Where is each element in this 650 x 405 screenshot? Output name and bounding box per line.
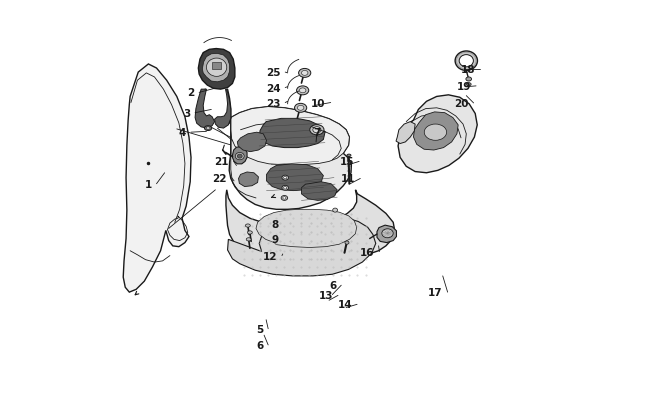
Ellipse shape: [296, 87, 309, 96]
Ellipse shape: [466, 78, 471, 82]
Text: 5: 5: [256, 324, 263, 334]
Polygon shape: [227, 217, 376, 276]
Polygon shape: [231, 107, 349, 165]
Ellipse shape: [283, 177, 287, 179]
Polygon shape: [266, 164, 324, 191]
Text: 7: 7: [313, 128, 321, 138]
Ellipse shape: [466, 83, 471, 87]
Polygon shape: [226, 190, 395, 262]
Text: 4: 4: [179, 128, 186, 138]
Ellipse shape: [282, 186, 289, 191]
Polygon shape: [195, 90, 215, 129]
Polygon shape: [237, 133, 266, 152]
Text: 24: 24: [266, 83, 280, 93]
Text: 12: 12: [263, 251, 277, 261]
Ellipse shape: [298, 106, 304, 111]
Text: 16: 16: [360, 247, 374, 257]
Ellipse shape: [310, 126, 324, 135]
Bar: [212, 63, 221, 70]
Polygon shape: [302, 182, 337, 201]
Ellipse shape: [459, 55, 473, 68]
Polygon shape: [229, 107, 352, 210]
Ellipse shape: [302, 71, 308, 76]
Ellipse shape: [382, 229, 393, 238]
Polygon shape: [233, 147, 247, 164]
Ellipse shape: [313, 127, 321, 134]
Ellipse shape: [298, 69, 311, 78]
Text: 10: 10: [311, 98, 326, 108]
Ellipse shape: [455, 52, 478, 71]
Ellipse shape: [282, 176, 289, 181]
Text: 18: 18: [461, 65, 475, 75]
Polygon shape: [398, 96, 477, 173]
Ellipse shape: [347, 155, 351, 157]
Ellipse shape: [281, 196, 288, 201]
Text: 6: 6: [256, 340, 263, 350]
Text: 6: 6: [329, 281, 336, 290]
Ellipse shape: [333, 209, 337, 213]
Ellipse shape: [207, 59, 227, 77]
Polygon shape: [259, 119, 325, 148]
Ellipse shape: [248, 231, 252, 234]
Text: 23: 23: [266, 98, 280, 108]
Polygon shape: [239, 173, 259, 187]
Ellipse shape: [246, 224, 250, 228]
Polygon shape: [256, 210, 357, 248]
Text: 20: 20: [454, 99, 469, 109]
Polygon shape: [413, 113, 458, 151]
Polygon shape: [198, 49, 235, 90]
Text: 11: 11: [341, 174, 356, 184]
Polygon shape: [396, 122, 415, 144]
Text: 1: 1: [144, 179, 151, 189]
Ellipse shape: [246, 238, 251, 241]
Text: 19: 19: [457, 82, 471, 92]
Text: 2: 2: [187, 88, 194, 98]
Text: 3: 3: [183, 109, 190, 118]
Polygon shape: [377, 226, 396, 243]
Polygon shape: [214, 90, 231, 129]
Polygon shape: [124, 65, 191, 292]
Text: 25: 25: [266, 68, 280, 78]
Polygon shape: [202, 54, 229, 83]
Ellipse shape: [235, 153, 244, 160]
Text: 14: 14: [337, 300, 352, 309]
Ellipse shape: [294, 104, 307, 113]
Ellipse shape: [345, 241, 349, 245]
Text: 21: 21: [214, 157, 229, 167]
Text: 17: 17: [428, 288, 443, 297]
Text: 22: 22: [213, 173, 227, 183]
Ellipse shape: [206, 127, 210, 130]
Ellipse shape: [424, 125, 447, 141]
Ellipse shape: [283, 197, 286, 200]
Text: 13: 13: [318, 291, 333, 301]
Ellipse shape: [283, 187, 287, 190]
Text: 8: 8: [272, 220, 279, 230]
Text: 15: 15: [340, 157, 354, 167]
Ellipse shape: [300, 89, 306, 94]
Ellipse shape: [237, 155, 242, 159]
Ellipse shape: [204, 126, 212, 131]
Text: 9: 9: [272, 235, 279, 245]
